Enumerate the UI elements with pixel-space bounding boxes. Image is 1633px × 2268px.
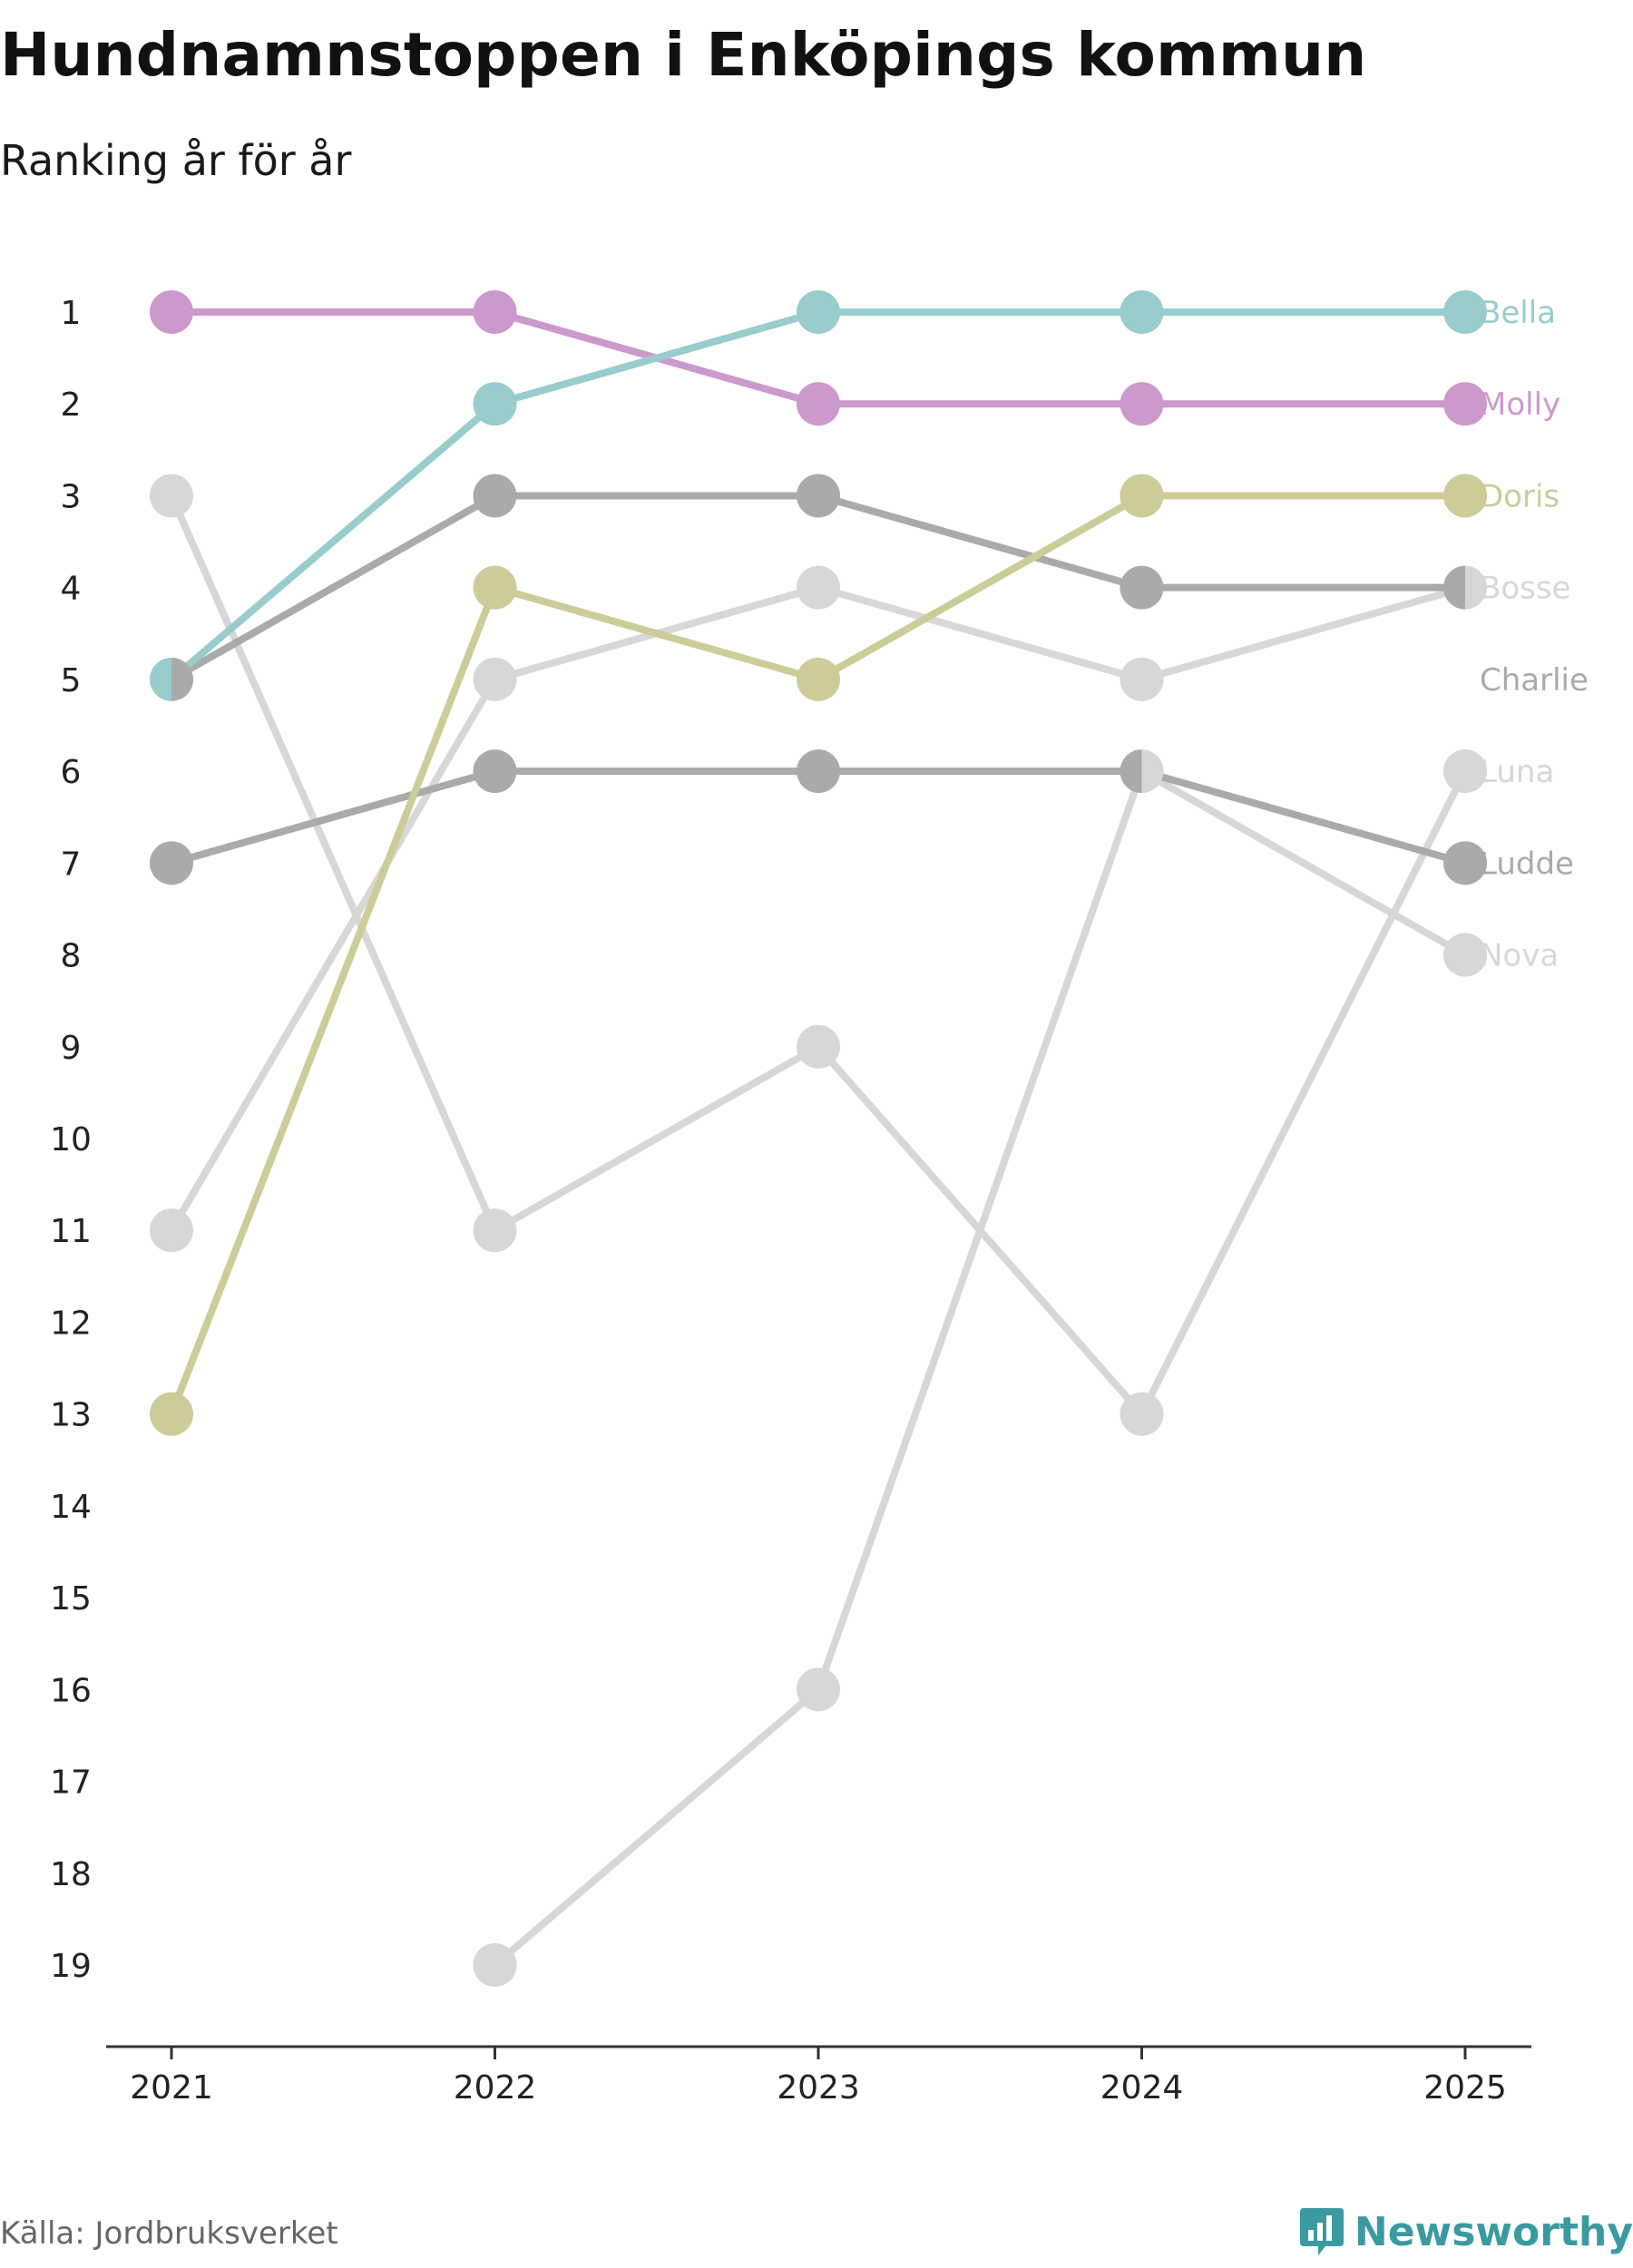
point-bosse: [1443, 841, 1487, 885]
point-bella: [150, 657, 171, 701]
point-luna: [1120, 657, 1164, 701]
point-doris: [473, 565, 517, 610]
x-tick-label: 2021: [130, 2069, 213, 2107]
point-bosse: [1120, 749, 1142, 794]
point-charlie: [1120, 1392, 1164, 1436]
point-doris: [150, 1392, 193, 1436]
y-tick-label: 3: [61, 478, 82, 515]
series-points: [150, 290, 1488, 1987]
point-bella: [1120, 290, 1164, 334]
y-tick-label: 19: [50, 1948, 92, 1985]
point-ludde: [797, 474, 840, 518]
x-tick-label: 2023: [777, 2069, 860, 2107]
series-line-doris: [168, 492, 1465, 1416]
point-bella: [473, 382, 517, 426]
series-label-doris: Doris: [1480, 478, 1560, 514]
series-label-nova: Nova: [1480, 938, 1559, 974]
y-tick-label: 6: [61, 754, 82, 791]
point-luna: [150, 1208, 193, 1253]
point-ludde: [171, 657, 193, 701]
y-tick-label: 7: [61, 846, 82, 883]
series-end-labels: Bella Molly Doris Bosse Charlie Luna Ludde Nova: [1480, 295, 1589, 974]
chart-subtitle: Ranking år för år: [0, 136, 352, 185]
brand-name: Newsworthy: [1354, 2208, 1633, 2255]
chart-title: Hundnamnstoppen i Enköpings kommun: [0, 20, 1367, 90]
point-doris: [1120, 474, 1164, 518]
series-line-nova: [492, 767, 1467, 1969]
bar-chart-speech-bubble-icon: [1299, 2208, 1344, 2255]
series-label-ludde: Ludde: [1480, 846, 1574, 882]
point-doris: [797, 657, 840, 701]
point-bosse: [797, 749, 840, 794]
point-molly: [1120, 382, 1164, 426]
x-tick-label: 2025: [1423, 2069, 1507, 2107]
y-tick-label: 2: [61, 386, 82, 424]
point-luna: [1465, 565, 1488, 610]
series-label-molly: Molly: [1480, 386, 1560, 423]
y-tick-label: 15: [50, 1580, 92, 1618]
y-tick-label: 18: [50, 1856, 92, 1893]
y-tick-label: 17: [50, 1765, 92, 1802]
point-charlie: [150, 474, 193, 518]
point-ludde: [473, 474, 517, 518]
brand-logo[interactable]: Newsworthy: [1298, 2206, 1633, 2257]
point-molly: [473, 290, 517, 334]
y-tick-label: 9: [61, 1030, 82, 1067]
series-label-bella: Bella: [1480, 295, 1556, 331]
point-luna: [797, 565, 840, 610]
point-charlie: [1443, 749, 1487, 794]
point-charlie: [473, 1208, 517, 1253]
point-bosse: [150, 841, 193, 885]
y-tick-label: 12: [50, 1305, 92, 1342]
y-tick-label: 16: [50, 1672, 92, 1709]
y-tick-label: 1: [61, 295, 82, 332]
point-luna: [473, 657, 517, 701]
series-lines: [168, 308, 1469, 1969]
series-label-bosse: Bosse: [1480, 571, 1570, 607]
point-molly: [150, 290, 193, 334]
point-bosse: [473, 749, 517, 794]
x-tick-label: 2024: [1100, 2069, 1184, 2107]
y-tick-label: 4: [61, 571, 82, 608]
y-tick-label: 10: [50, 1121, 92, 1158]
source-note: Källa: Jordbruksverket: [0, 2215, 338, 2252]
point-doris: [1443, 474, 1487, 518]
point-nova: [473, 1943, 517, 1987]
x-axis: 2021 2022 2023 2024 2025: [106, 2045, 1531, 2107]
x-tick-label: 2022: [454, 2069, 537, 2107]
y-tick-label: 8: [61, 938, 82, 975]
series-label-charlie: Charlie: [1480, 662, 1589, 699]
y-tick-label: 11: [50, 1213, 92, 1250]
point-ludde: [1120, 565, 1164, 610]
point-nova: [1443, 933, 1487, 977]
point-bella: [797, 290, 840, 334]
series-label-luna: Luna: [1480, 754, 1554, 790]
point-ludde: [1443, 565, 1465, 610]
series-line-charlie: [168, 494, 1469, 1418]
point-molly: [1443, 382, 1487, 426]
y-tick-label: 14: [50, 1489, 92, 1526]
point-charlie: [797, 1024, 840, 1069]
point-molly: [797, 382, 840, 426]
point-nova: [1141, 749, 1164, 794]
point-nova: [797, 1667, 840, 1712]
point-bella: [1443, 290, 1487, 334]
y-tick-label: 13: [50, 1397, 92, 1434]
y-tick-label: 5: [61, 662, 82, 699]
